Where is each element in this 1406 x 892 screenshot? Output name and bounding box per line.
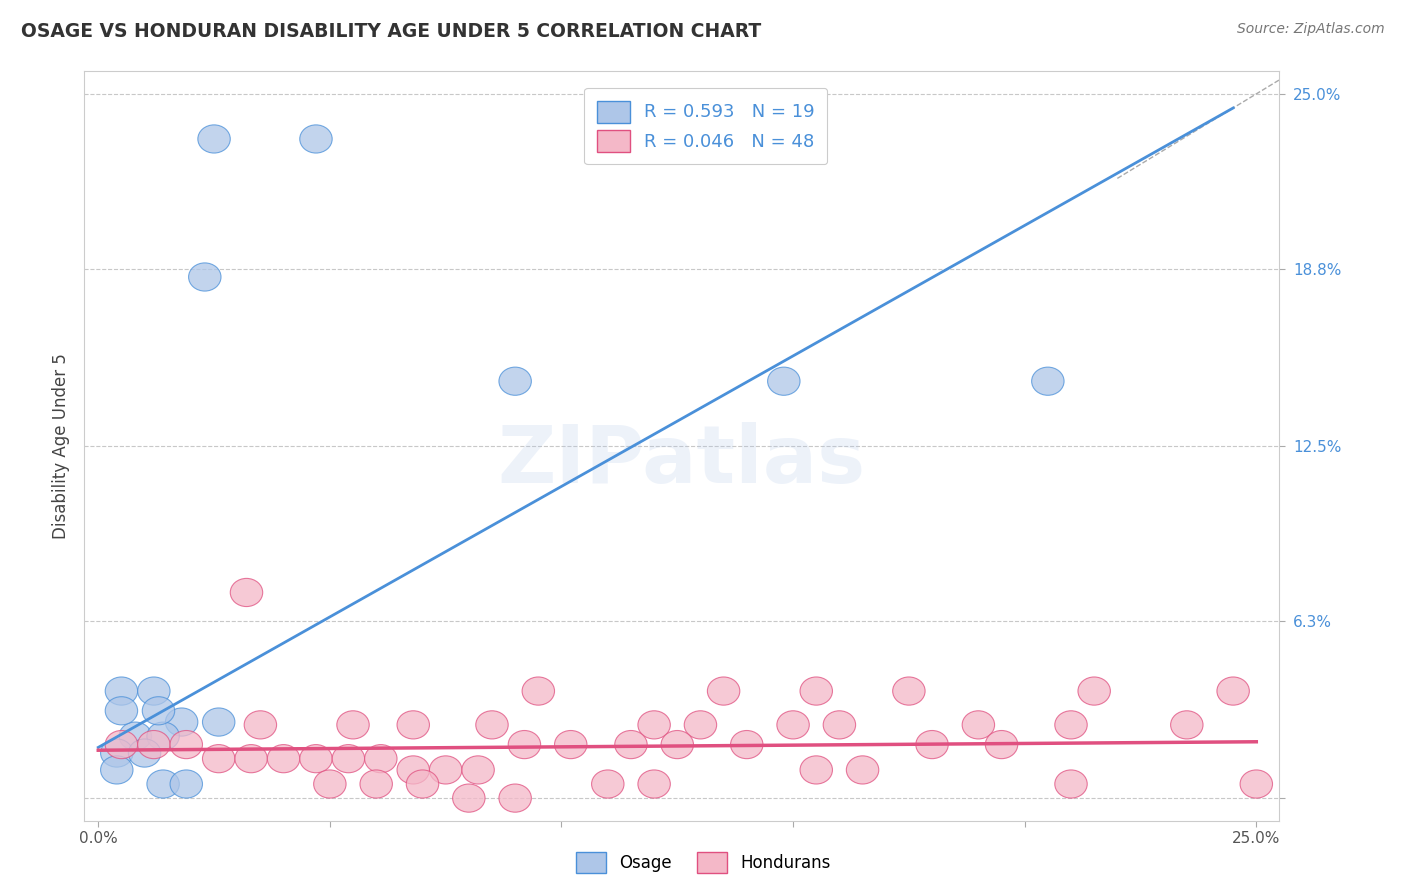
Ellipse shape (778, 711, 810, 739)
Ellipse shape (800, 756, 832, 784)
Ellipse shape (101, 739, 134, 767)
Ellipse shape (638, 770, 671, 798)
Ellipse shape (198, 125, 231, 153)
Y-axis label: Disability Age Under 5: Disability Age Under 5 (52, 353, 70, 539)
Ellipse shape (166, 708, 198, 736)
Ellipse shape (685, 711, 717, 739)
Ellipse shape (893, 677, 925, 706)
Ellipse shape (915, 731, 948, 759)
Ellipse shape (1171, 711, 1204, 739)
Ellipse shape (499, 784, 531, 813)
Ellipse shape (1078, 677, 1111, 706)
Ellipse shape (105, 731, 138, 759)
Text: Source: ZipAtlas.com: Source: ZipAtlas.com (1237, 22, 1385, 37)
Ellipse shape (463, 756, 495, 784)
Ellipse shape (146, 770, 180, 798)
Ellipse shape (638, 711, 671, 739)
Ellipse shape (314, 770, 346, 798)
Ellipse shape (396, 711, 429, 739)
Ellipse shape (146, 722, 180, 750)
Ellipse shape (332, 745, 364, 772)
Ellipse shape (138, 731, 170, 759)
Ellipse shape (661, 731, 693, 759)
Ellipse shape (170, 731, 202, 759)
Ellipse shape (846, 756, 879, 784)
Ellipse shape (1054, 770, 1087, 798)
Ellipse shape (120, 722, 152, 750)
Ellipse shape (508, 731, 541, 759)
Ellipse shape (396, 756, 429, 784)
Ellipse shape (202, 745, 235, 772)
Ellipse shape (128, 739, 160, 767)
Text: OSAGE VS HONDURAN DISABILITY AGE UNDER 5 CORRELATION CHART: OSAGE VS HONDURAN DISABILITY AGE UNDER 5… (21, 22, 761, 41)
Text: ZIPatlas: ZIPatlas (498, 422, 866, 500)
Ellipse shape (823, 711, 856, 739)
Ellipse shape (554, 731, 586, 759)
Ellipse shape (614, 731, 647, 759)
Ellipse shape (202, 708, 235, 736)
Ellipse shape (231, 578, 263, 607)
Ellipse shape (962, 711, 994, 739)
Ellipse shape (105, 697, 138, 725)
Ellipse shape (731, 731, 763, 759)
Ellipse shape (299, 745, 332, 772)
Ellipse shape (170, 770, 202, 798)
Ellipse shape (101, 756, 134, 784)
Ellipse shape (986, 731, 1018, 759)
Ellipse shape (592, 770, 624, 798)
Ellipse shape (1240, 770, 1272, 798)
Ellipse shape (360, 770, 392, 798)
Ellipse shape (475, 711, 508, 739)
Ellipse shape (522, 677, 554, 706)
Ellipse shape (337, 711, 370, 739)
Ellipse shape (299, 125, 332, 153)
Ellipse shape (267, 745, 299, 772)
Legend: R = 0.593   N = 19, R = 0.046   N = 48: R = 0.593 N = 19, R = 0.046 N = 48 (585, 88, 827, 164)
Ellipse shape (707, 677, 740, 706)
Ellipse shape (1032, 368, 1064, 395)
Ellipse shape (188, 263, 221, 291)
Legend: Osage, Hondurans: Osage, Hondurans (569, 846, 837, 880)
Ellipse shape (235, 745, 267, 772)
Ellipse shape (245, 711, 277, 739)
Ellipse shape (142, 697, 174, 725)
Ellipse shape (453, 784, 485, 813)
Ellipse shape (1054, 711, 1087, 739)
Ellipse shape (499, 368, 531, 395)
Ellipse shape (105, 677, 138, 706)
Ellipse shape (364, 745, 396, 772)
Ellipse shape (138, 677, 170, 706)
Ellipse shape (429, 756, 463, 784)
Ellipse shape (800, 677, 832, 706)
Ellipse shape (768, 368, 800, 395)
Ellipse shape (406, 770, 439, 798)
Ellipse shape (1218, 677, 1250, 706)
